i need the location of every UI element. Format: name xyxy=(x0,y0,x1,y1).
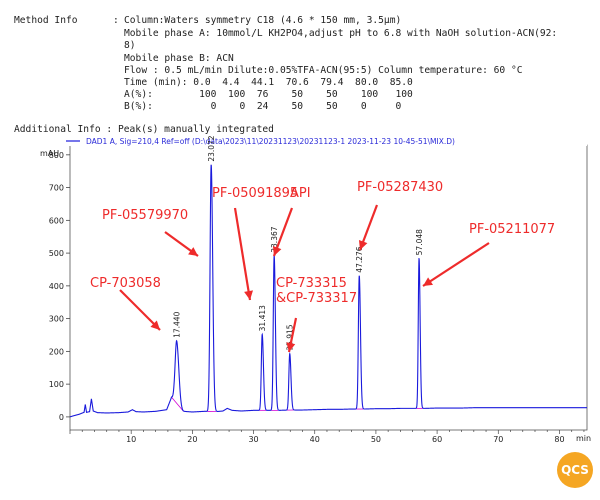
y-tick-label: 600 xyxy=(49,216,64,225)
chromatogram-trace xyxy=(69,164,587,418)
annotation-arrow-head xyxy=(188,247,198,256)
y-tick-label: 200 xyxy=(49,347,64,356)
peak-rt-label: 31.413 xyxy=(258,305,267,331)
annotation-label: API xyxy=(290,186,311,201)
x-tick-label: 40 xyxy=(310,435,320,444)
y-tick-label: 0 xyxy=(59,413,64,422)
x-tick-label: 20 xyxy=(187,435,197,444)
method-line-a-percent: A(%): 100 100 76 50 50 100 100 xyxy=(124,89,413,100)
additional-info: Additional Info : Peak(s) manually integ… xyxy=(14,124,274,135)
method-line-phase-a-cont: 8) xyxy=(124,40,136,51)
peak-rt-label: 35.915 xyxy=(286,324,295,350)
peak-labels: 17.440 23.072 31.413 33.367 35.915 47.276 57.0… xyxy=(173,135,424,350)
axes: 0 100 200 300 400 500 600 700 800 10 20 30 40 50 60 70 8… xyxy=(49,151,585,444)
annotation-arrow-shaft xyxy=(233,207,252,301)
annotation-label: PF-05211077 xyxy=(469,222,555,237)
annotation-arrow-shaft xyxy=(422,242,490,287)
annotation-arrow-head xyxy=(272,245,282,256)
x-axis-label: min xyxy=(576,434,591,443)
integration-marks xyxy=(171,396,423,413)
method-line-phase-b: Mobile phase B: ACN xyxy=(124,53,234,64)
method-line-b-percent: B(%): 0 0 24 50 50 0 0 xyxy=(124,101,402,112)
y-axis-label: mAU xyxy=(40,149,59,158)
x-tick-label: 70 xyxy=(493,435,503,444)
annotation-arrow-head xyxy=(244,290,253,300)
annotation-label: CP-703058 xyxy=(90,276,161,291)
y-tick-label: 800 xyxy=(49,151,64,160)
method-line-time: Time (min): 0.0 4.4 44.1 70.6 79.4 80.0 … xyxy=(124,77,413,88)
y-tick-label: 700 xyxy=(49,184,64,193)
annotation-arrow-head xyxy=(286,342,296,352)
method-line-flow: Flow : 0.5 mL/min Dilute:0.05%TFA-ACN(95… xyxy=(124,65,523,76)
annotation-arrow-head xyxy=(423,277,433,286)
annotation-arrow-head xyxy=(358,239,368,250)
integration-baseline xyxy=(171,396,184,412)
x-tick-label: 50 xyxy=(371,435,381,444)
x-tick-label: 60 xyxy=(432,435,442,444)
peak-rt-label: 17.440 xyxy=(173,311,182,337)
y-tick-label: 300 xyxy=(49,315,64,324)
annotation-label: PF-05091895 xyxy=(212,186,298,201)
peak-rt-label: 33.367 xyxy=(270,226,279,252)
x-tick-label: 10 xyxy=(126,435,136,444)
method-line-phase-a: Mobile phase A: 10mmol/L KH2PO4,adjust p… xyxy=(124,28,558,39)
peak-rt-label: 23.072 xyxy=(207,135,216,161)
x-tick-label: 30 xyxy=(248,435,258,444)
x-tick-label: 80 xyxy=(554,435,564,444)
annotation-label: &CP-733317 xyxy=(276,291,357,306)
logo-text: QCS xyxy=(561,463,589,477)
method-info-label: Method Info xyxy=(14,15,78,26)
annotation-arrow-head xyxy=(150,320,160,330)
legend-entry: DAD1 A, Sig=210,4 Ref=off (D:\data\2023\… xyxy=(86,137,455,146)
y-tick-label: 400 xyxy=(49,282,64,291)
legend-box xyxy=(64,136,587,146)
peak-rt-label: 47.276 xyxy=(355,246,364,272)
method-info-separator: : xyxy=(113,15,119,26)
y-tick-label: 100 xyxy=(49,380,64,389)
annotation-label: PF-05579970 xyxy=(102,208,188,223)
annotation-arrow-shaft xyxy=(119,289,161,331)
qcs-logo: QCS xyxy=(557,452,593,488)
annotation-label: PF-05287430 xyxy=(357,180,443,195)
peak-rt-label: 57.048 xyxy=(415,229,424,255)
y-tick-label: 500 xyxy=(49,249,64,258)
method-line-column: Column:Waters symmetry C18 (4.6 * 150 mm… xyxy=(124,15,402,26)
annotation-label: CP-733315 xyxy=(276,276,347,291)
